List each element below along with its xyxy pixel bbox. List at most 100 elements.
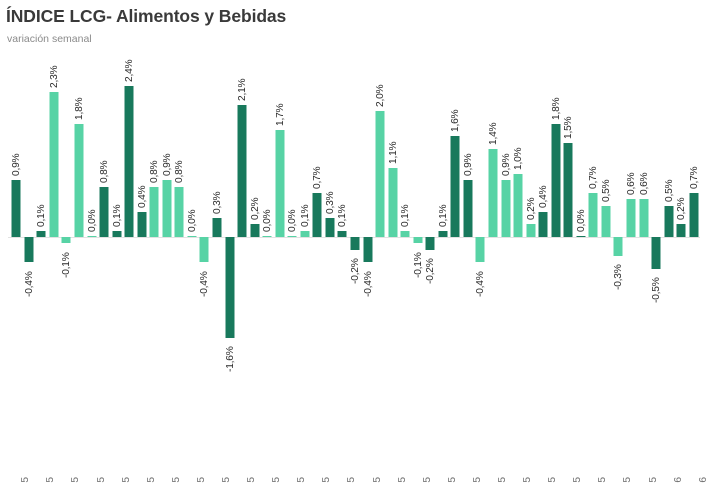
bar-group[interactable]: 0,5% (600, 52, 613, 367)
bar[interactable] (149, 186, 159, 237)
bar[interactable] (438, 230, 448, 237)
bar-group[interactable]: 0,0% (85, 52, 98, 367)
bar-group[interactable]: -0,4% (198, 52, 211, 367)
bar[interactable] (162, 180, 172, 237)
bar[interactable] (36, 230, 46, 237)
bar-group[interactable]: 0,9% (499, 52, 512, 367)
bar-group[interactable]: 0,2% (524, 52, 537, 367)
bar-group[interactable]: 1,8% (549, 52, 562, 367)
bar[interactable] (375, 111, 385, 237)
bar-group[interactable]: 0,0% (261, 52, 274, 367)
bar-group[interactable]: 0,3% (211, 52, 224, 367)
bar[interactable] (551, 123, 561, 237)
bar[interactable] (199, 237, 209, 263)
bar[interactable] (363, 237, 373, 263)
bar-group[interactable]: 1,5% (562, 52, 575, 367)
bar[interactable] (475, 237, 485, 263)
bar-group[interactable]: 0,8% (173, 52, 186, 367)
bar-group[interactable]: -0,2% (349, 52, 362, 367)
bar-group[interactable]: 0,6% (625, 52, 638, 367)
bar[interactable] (61, 237, 71, 244)
bar-group[interactable]: 0,6% (637, 52, 650, 367)
bar-group[interactable]: 0,1% (110, 52, 123, 367)
bar[interactable] (563, 142, 573, 237)
bar-group[interactable]: 0,1% (299, 52, 312, 367)
bar[interactable] (287, 235, 297, 237)
bar-group[interactable]: 0,3% (324, 52, 337, 367)
bar-group[interactable]: 2,0% (374, 52, 387, 367)
bar-group[interactable]: 0,1% (437, 52, 450, 367)
bar[interactable] (463, 180, 473, 237)
bar[interactable] (262, 235, 272, 237)
bar-group[interactable]: -0,3% (612, 52, 625, 367)
bar[interactable] (689, 192, 699, 237)
bar[interactable] (112, 230, 122, 237)
bar[interactable] (413, 237, 423, 244)
bar-group[interactable]: -0,1% (60, 52, 73, 367)
bar-group[interactable]: 0,0% (186, 52, 199, 367)
bar[interactable] (11, 180, 21, 237)
bar[interactable] (651, 237, 661, 269)
bar-group[interactable]: 1,7% (273, 52, 286, 367)
bar[interactable] (174, 186, 184, 237)
bar-group[interactable]: 1,4% (487, 52, 500, 367)
bar[interactable] (513, 174, 523, 237)
bar-group[interactable]: 1,0% (512, 52, 525, 367)
bar[interactable] (87, 235, 97, 237)
bar[interactable] (488, 148, 498, 237)
bar[interactable] (99, 186, 109, 237)
bar[interactable] (588, 192, 598, 237)
bar[interactable] (526, 224, 536, 237)
bar-group[interactable]: -0,4% (23, 52, 36, 367)
bar-group[interactable]: 0,1% (35, 52, 48, 367)
bar[interactable] (250, 224, 260, 237)
bar-group[interactable]: 0,7% (587, 52, 600, 367)
bar[interactable] (425, 237, 435, 250)
bar-group[interactable]: 1,8% (73, 52, 86, 367)
bar[interactable] (187, 235, 197, 237)
bar[interactable] (388, 167, 398, 237)
bar[interactable] (639, 199, 649, 237)
bar[interactable] (24, 237, 34, 263)
bar[interactable] (613, 237, 623, 256)
bar[interactable] (237, 104, 247, 237)
bar[interactable] (400, 230, 410, 237)
bar[interactable] (626, 199, 636, 237)
bar[interactable] (450, 136, 460, 237)
bar[interactable] (225, 237, 235, 338)
bar-group[interactable]: -0,4% (361, 52, 374, 367)
bar-group[interactable]: 0,8% (148, 52, 161, 367)
bar-group[interactable]: 1,1% (386, 52, 399, 367)
bar-group[interactable]: -0,2% (424, 52, 437, 367)
bar[interactable] (337, 230, 347, 237)
bar-group[interactable]: 1,6% (449, 52, 462, 367)
bar-group[interactable]: -0,4% (474, 52, 487, 367)
bar[interactable] (664, 205, 674, 237)
bar[interactable] (676, 224, 686, 237)
bar[interactable] (74, 123, 84, 237)
bar-group[interactable]: 0,5% (662, 52, 675, 367)
bar-group[interactable]: 2,4% (123, 52, 136, 367)
bar-group[interactable]: 0,7% (311, 52, 324, 367)
bar-group[interactable]: -0,5% (650, 52, 663, 367)
bar-group[interactable]: 2,3% (48, 52, 61, 367)
bar-group[interactable]: 0,0% (286, 52, 299, 367)
bar-group[interactable]: 0,4% (135, 52, 148, 367)
bar[interactable] (601, 205, 611, 237)
bar[interactable] (300, 230, 310, 237)
bar-group[interactable]: 0,9% (462, 52, 475, 367)
bar[interactable] (325, 218, 335, 237)
bar[interactable] (124, 85, 134, 237)
bar[interactable] (212, 218, 222, 237)
bar-group[interactable]: -1,6% (223, 52, 236, 372)
bar[interactable] (538, 211, 548, 237)
bar[interactable] (501, 180, 511, 237)
bar-group[interactable]: 0,2% (248, 52, 261, 367)
bar-group[interactable]: 0,1% (336, 52, 349, 367)
bar-group[interactable]: 0,0% (575, 52, 588, 367)
bar-group[interactable]: 0,2% (675, 52, 688, 367)
bar-group[interactable]: -0,1% (411, 52, 424, 367)
bar-group[interactable]: 2,1% (236, 52, 249, 367)
bar-group[interactable]: 0,7% (687, 52, 700, 367)
bar-group[interactable]: 0,4% (537, 52, 550, 367)
